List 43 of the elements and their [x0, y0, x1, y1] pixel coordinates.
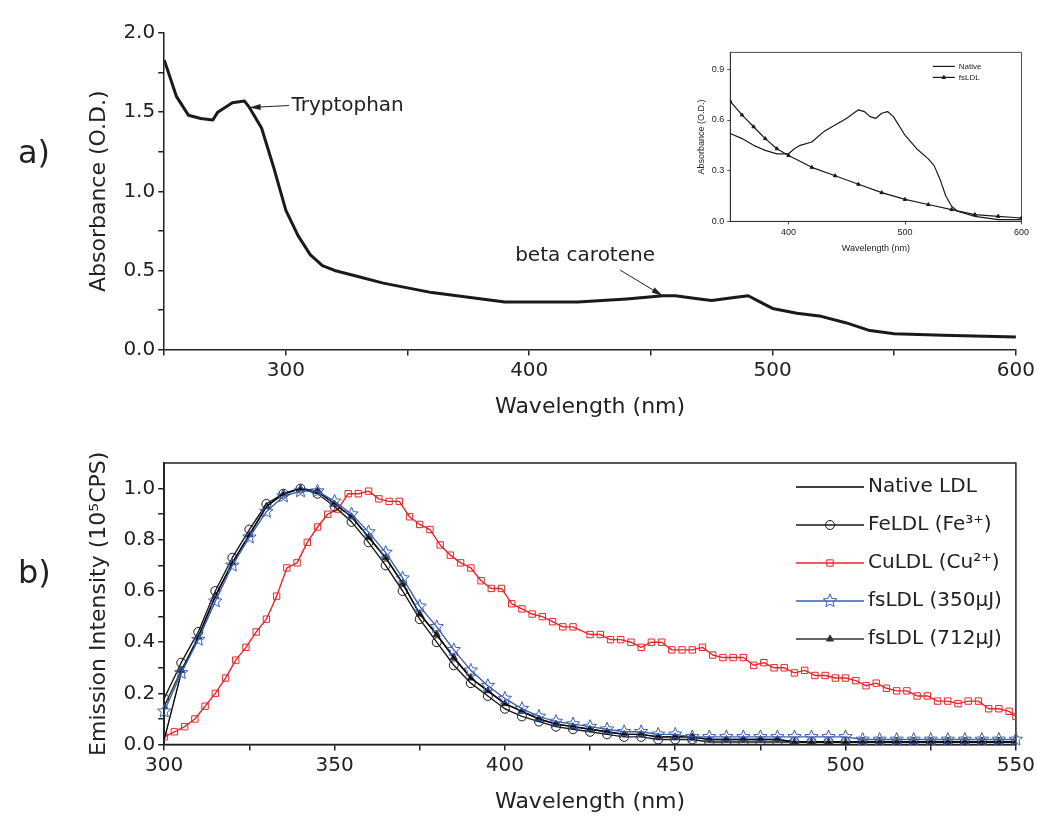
x-axis-title: Wavelength (nm)	[841, 243, 910, 254]
y-tick-label: 0.3	[711, 165, 725, 176]
x-tick-label: 500	[897, 227, 913, 238]
y-axis-title: Absorbance (O.D.)	[695, 99, 706, 175]
x-tick-label: 550	[996, 751, 1036, 776]
text: 0.0	[711, 215, 725, 226]
annotation: Tryptophan	[290, 91, 404, 116]
x-tick-label: 450	[656, 751, 695, 776]
text: a)	[18, 132, 51, 171]
text: 2.0	[123, 19, 156, 44]
text: 1.0	[123, 177, 156, 202]
legend-label: FeLDL (Fe³⁺)	[868, 511, 992, 536]
legend-label: fsLDL (350μJ)	[868, 587, 1002, 612]
y-tick-label: 0.9	[711, 63, 725, 74]
x-tick-label: 300	[266, 356, 305, 381]
x-tick-label: 600	[996, 356, 1036, 381]
x-tick-label: 500	[826, 751, 865, 776]
y-axis-title: Absorbance (O.D.)	[84, 90, 110, 293]
y-tick-label: 0.5	[123, 256, 156, 281]
x-tick-label: 500	[753, 356, 792, 381]
text: 1.0	[123, 474, 156, 499]
x-tick-label: 400	[485, 751, 524, 776]
y-tick-label: 0.2	[123, 679, 156, 704]
y-tick-label: 0.8	[123, 526, 156, 550]
x-tick-label: 350	[315, 751, 354, 776]
x-tick-label: 600	[1013, 227, 1030, 238]
x-tick-label: 400	[781, 227, 797, 238]
y-tick-label: 0.6	[711, 114, 725, 125]
legend-label: fsLDL	[958, 72, 981, 82]
legend-label: Native LDL	[868, 473, 978, 498]
y-tick-label: 0.4	[123, 628, 156, 653]
x-axis-title: Wavelength (nm)	[495, 787, 686, 813]
legend-label: CuLDL (Cu²⁺)	[868, 549, 1000, 574]
legend-label: Native	[958, 61, 983, 71]
y-tick-label: 1.5	[123, 98, 156, 123]
y-axis-title: Emission Intensity (10⁵CPS)	[84, 451, 110, 756]
text: b)	[18, 553, 51, 591]
x-tick-label: 400	[510, 356, 549, 381]
x-axis-title: Wavelength (nm)	[495, 392, 686, 418]
legend-label: fsLDL (712μJ)	[868, 625, 1002, 650]
y-tick-label: 0.6	[123, 577, 156, 602]
text: 0.0	[123, 335, 156, 360]
annotation: beta carotene	[515, 241, 655, 266]
